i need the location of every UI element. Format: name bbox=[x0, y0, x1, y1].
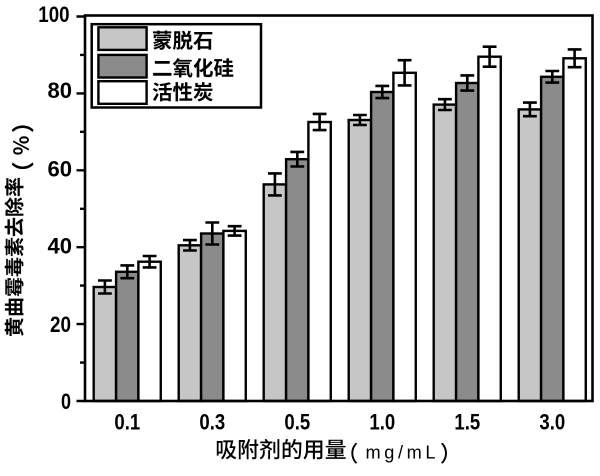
svg-text:3.0: 3.0 bbox=[539, 410, 565, 435]
svg-text:0.5: 0.5 bbox=[284, 410, 310, 435]
svg-text:0.3: 0.3 bbox=[199, 410, 225, 435]
svg-text:0: 0 bbox=[61, 389, 71, 414]
svg-text:60: 60 bbox=[48, 156, 73, 181]
svg-text:mg/mL: mg/mL bbox=[366, 443, 436, 463]
svg-text:1.5: 1.5 bbox=[454, 410, 480, 435]
svg-text:1.0: 1.0 bbox=[369, 410, 395, 435]
svg-text:100: 100 bbox=[38, 2, 69, 27]
svg-text:0.1: 0.1 bbox=[114, 410, 140, 435]
svg-text:80: 80 bbox=[48, 78, 73, 103]
svg-text:40: 40 bbox=[48, 234, 73, 259]
svg-text:20: 20 bbox=[50, 312, 71, 337]
